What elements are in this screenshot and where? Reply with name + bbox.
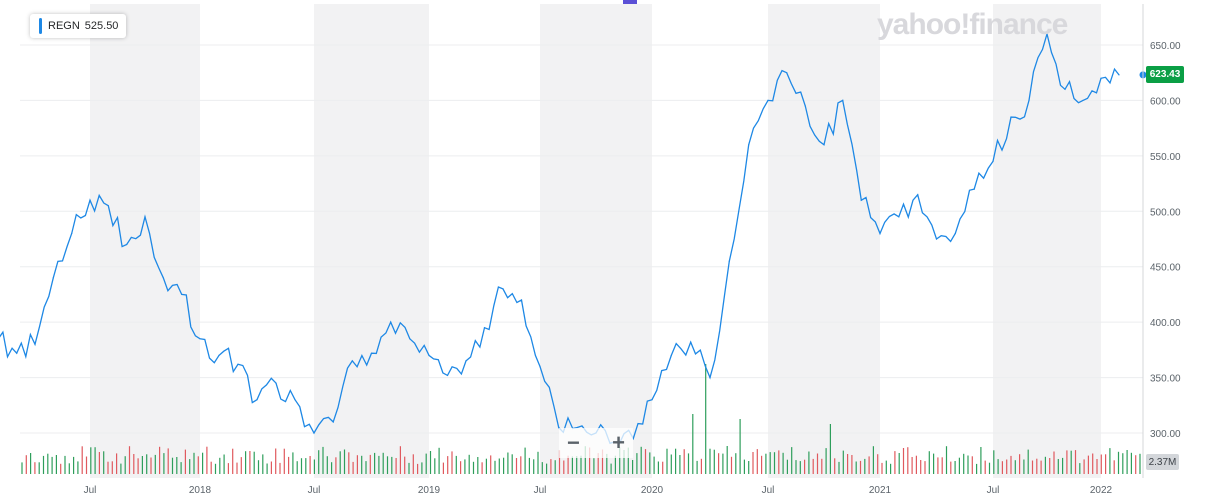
price-point [144, 216, 146, 218]
zoom-controls: − + [559, 428, 633, 458]
price-point [237, 363, 239, 365]
price-point [162, 277, 164, 279]
price-point [313, 432, 315, 434]
price-point [370, 352, 373, 354]
price-point [502, 288, 504, 290]
y-axis: 300.00 350.00 400.00 450.00 500.00 550.00 600.… [1142, 4, 1181, 478]
price-point [804, 105, 806, 107]
y-tick-label: 500.00 [1150, 207, 1181, 218]
x-tick-label: 2020 [641, 485, 664, 496]
last-price-badge: 623.43 [1146, 66, 1184, 83]
price-point [520, 299, 523, 301]
zoom-out-button[interactable]: − [567, 430, 580, 455]
y-tick-label: 550.00 [1150, 152, 1181, 163]
y-tick-label: 600.00 [1150, 96, 1181, 107]
price-point [1010, 116, 1012, 118]
price-point [767, 99, 769, 101]
x-tick-label: 2018 [189, 485, 212, 496]
price-point [1100, 77, 1102, 79]
half-year-band [993, 4, 1101, 478]
legend-symbol: REGN [48, 20, 80, 32]
price-point [1046, 33, 1048, 35]
zoom-in-button[interactable]: + [612, 430, 625, 455]
series-color-swatch [39, 18, 42, 34]
half-year-band [540, 4, 652, 478]
x-axis: Jul 2018 Jul 2019 Jul 2020 Jul 2021 Jul 2022 [84, 485, 1113, 496]
price-point [992, 160, 994, 162]
price-point [935, 238, 938, 240]
y-tick-label: 300.00 [1150, 429, 1181, 440]
price-point [576, 426, 578, 429]
x-tick-label: 2019 [418, 485, 441, 496]
price-point [351, 360, 353, 362]
price-point [107, 205, 109, 207]
price-point [973, 188, 975, 190]
y-tick-label: 650.00 [1150, 41, 1181, 52]
price-point [632, 437, 634, 440]
price-point [709, 377, 711, 379]
volume-badge: 2.37M [1146, 454, 1179, 470]
price-point [390, 321, 392, 323]
price-point [1028, 99, 1030, 101]
price-point [446, 374, 449, 376]
price-point [34, 343, 36, 345]
symbol-legend[interactable]: REGN 525.50 [30, 14, 127, 38]
price-gridlines [20, 44, 1143, 434]
price-point [275, 382, 277, 384]
alternating-year-bands [90, 4, 1101, 478]
price-point [539, 365, 541, 368]
price-point [465, 360, 467, 362]
price-point [218, 354, 220, 356]
price-point [181, 293, 183, 295]
price-point [1082, 99, 1084, 101]
price-point [428, 354, 430, 356]
price-point [483, 327, 486, 329]
price-point [786, 72, 788, 74]
price-point [879, 232, 881, 235]
price-point [52, 277, 54, 279]
x-tick-label: Jul [762, 485, 775, 496]
x-tick-label: 2022 [1090, 485, 1113, 496]
half-year-band [768, 4, 880, 478]
price-point [860, 199, 862, 201]
price-point [16, 352, 18, 354]
price-point [651, 399, 653, 401]
price-point [89, 199, 91, 201]
price-point [558, 426, 560, 429]
y-tick-label: 400.00 [1150, 318, 1181, 329]
price-point [71, 232, 73, 235]
range-marker[interactable] [623, 0, 637, 4]
x-tick-label: Jul [534, 485, 547, 496]
price-point [199, 338, 201, 340]
price-point [126, 243, 128, 246]
price-point [256, 399, 258, 401]
price-point [823, 144, 825, 146]
price-point [898, 216, 900, 218]
y-tick-label: 450.00 [1150, 263, 1181, 274]
price-point [690, 341, 692, 343]
x-tick-label: Jul [84, 485, 97, 496]
legend-value: 525.50 [84, 20, 119, 32]
price-point [954, 232, 956, 235]
price-point [748, 144, 750, 146]
price-point [842, 99, 844, 101]
volume-bars [21, 364, 1141, 474]
price-point [670, 354, 672, 356]
price-point [332, 421, 334, 423]
price-point [409, 338, 411, 340]
half-year-band [90, 4, 200, 478]
price-point [1064, 88, 1066, 90]
yahoo-finance-watermark: yahoo!finance [877, 8, 1068, 41]
half-year-band [314, 4, 429, 478]
x-tick-label: Jul [987, 485, 1000, 496]
price-point [1118, 74, 1120, 76]
x-tick-label: 2021 [869, 485, 892, 496]
x-tick-label: Jul [308, 485, 321, 496]
price-point [294, 399, 296, 401]
y-tick-label: 350.00 [1150, 374, 1181, 385]
price-point [728, 260, 730, 262]
price-point [917, 194, 919, 196]
